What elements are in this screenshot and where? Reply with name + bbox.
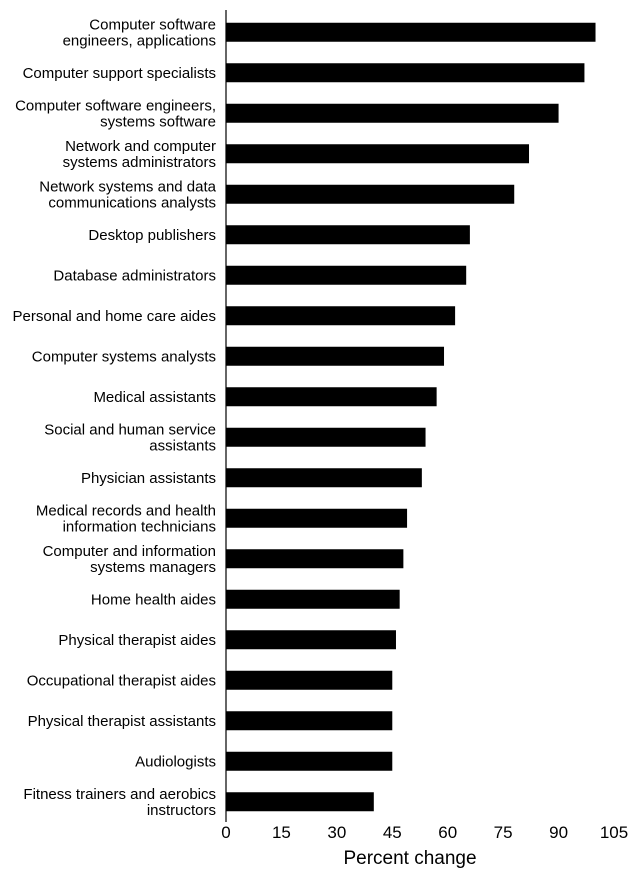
x-tick-label-1: 15	[272, 823, 291, 842]
bar-15	[226, 630, 396, 650]
category-label-line: Desktop publishers	[88, 227, 216, 244]
x-axis-title: Percent change	[343, 848, 476, 869]
category-label-line: assistants	[149, 437, 216, 454]
category-label-line: Personal and home care aides	[13, 308, 216, 325]
bar-7	[226, 306, 456, 326]
x-tick-label-0: 0	[221, 823, 230, 842]
bar-17	[226, 711, 393, 731]
category-label-15: Physical therapist aides	[58, 632, 216, 649]
bar-1	[226, 63, 585, 83]
category-label-line: Audiologists	[135, 753, 216, 770]
bar-18	[226, 751, 393, 771]
category-label-18: Audiologists	[135, 753, 216, 770]
category-label-line: Physical therapist aides	[58, 632, 216, 649]
category-label-line: engineers, applications	[63, 32, 216, 49]
x-axis-ticks: 0 15 30 45 60 75 90 105	[221, 823, 628, 842]
category-label-13: Computer and information systems managers	[43, 543, 216, 576]
category-label-19: Fitness trainers and aerobics instructors	[23, 786, 216, 819]
category-label-line: systems software	[100, 113, 216, 130]
category-label-line: Physician assistants	[81, 470, 216, 487]
bar-4	[226, 184, 515, 204]
category-label-line: Computer support specialists	[23, 65, 216, 82]
bar-5	[226, 225, 470, 245]
category-label-16: Occupational therapist aides	[27, 672, 216, 689]
category-label-line: Fitness trainers and aerobics	[23, 786, 216, 803]
category-label-line: Computer and information	[43, 543, 216, 560]
x-tick-label-4: 60	[438, 823, 457, 842]
category-label-3: Network and computer systems administrato…	[63, 138, 216, 171]
bar-2	[226, 103, 559, 123]
bar-9	[226, 387, 437, 407]
category-label-line: communications analysts	[48, 194, 216, 211]
category-label-line: Network and computer	[65, 138, 216, 155]
category-label-line: Computer systems analysts	[32, 348, 216, 365]
category-label-0: Computer software engineers, applications	[63, 16, 216, 49]
category-label-10: Social and human service assistants	[44, 421, 216, 454]
category-label-8: Computer systems analysts	[32, 348, 216, 365]
x-tick-label-2: 30	[327, 823, 346, 842]
x-tick-label-5: 75	[494, 823, 513, 842]
category-label-11: Physician assistants	[81, 470, 216, 487]
category-label-line: Database administrators	[53, 267, 216, 284]
bar-11	[226, 468, 422, 488]
bar-8	[226, 346, 445, 366]
category-label-line: Computer software	[89, 16, 216, 33]
category-label-line: Network systems and data	[39, 178, 216, 195]
category-label-9: Medical assistants	[93, 389, 216, 406]
category-label-4: Network systems and data communications a…	[39, 178, 216, 211]
x-tick-label-6: 90	[549, 823, 568, 842]
category-label-2: Computer software engineers, systems soft…	[15, 97, 216, 130]
category-label-line: instructors	[147, 802, 216, 819]
category-label-6: Database administrators	[53, 267, 216, 284]
category-label-line: systems administrators	[63, 154, 216, 171]
bar-12	[226, 508, 408, 528]
category-label-line: Social and human service	[44, 421, 216, 438]
category-label-14: Home health aides	[91, 591, 216, 608]
category-label-7: Personal and home care aides	[13, 308, 216, 325]
bar-19	[226, 792, 374, 812]
category-label-line: Computer software engineers,	[15, 97, 216, 114]
category-label-line: Medical records and health	[36, 502, 216, 519]
bar-0	[226, 22, 596, 42]
category-label-1: Computer support specialists	[23, 65, 216, 82]
bars	[226, 22, 596, 812]
bar-14	[226, 589, 400, 609]
bar-6	[226, 265, 467, 285]
category-label-line: systems managers	[90, 559, 216, 576]
category-label-line: Home health aides	[91, 591, 216, 608]
bar-10	[226, 427, 426, 447]
x-tick-label-3: 45	[383, 823, 402, 842]
category-label-line: Physical therapist assistants	[28, 713, 216, 730]
x-tick-label-7: 105	[600, 823, 628, 842]
category-label-line: information technicians	[63, 518, 216, 535]
category-labels: Computer software engineers, applications…	[13, 16, 217, 819]
bar-3	[226, 144, 530, 164]
bar-13	[226, 549, 404, 569]
bar-16	[226, 670, 393, 690]
category-label-line: Medical assistants	[93, 389, 216, 406]
category-label-12: Medical records and health information te…	[36, 502, 216, 535]
category-label-17: Physical therapist assistants	[28, 713, 216, 730]
category-label-line: Occupational therapist aides	[27, 672, 216, 689]
category-label-5: Desktop publishers	[88, 227, 216, 244]
